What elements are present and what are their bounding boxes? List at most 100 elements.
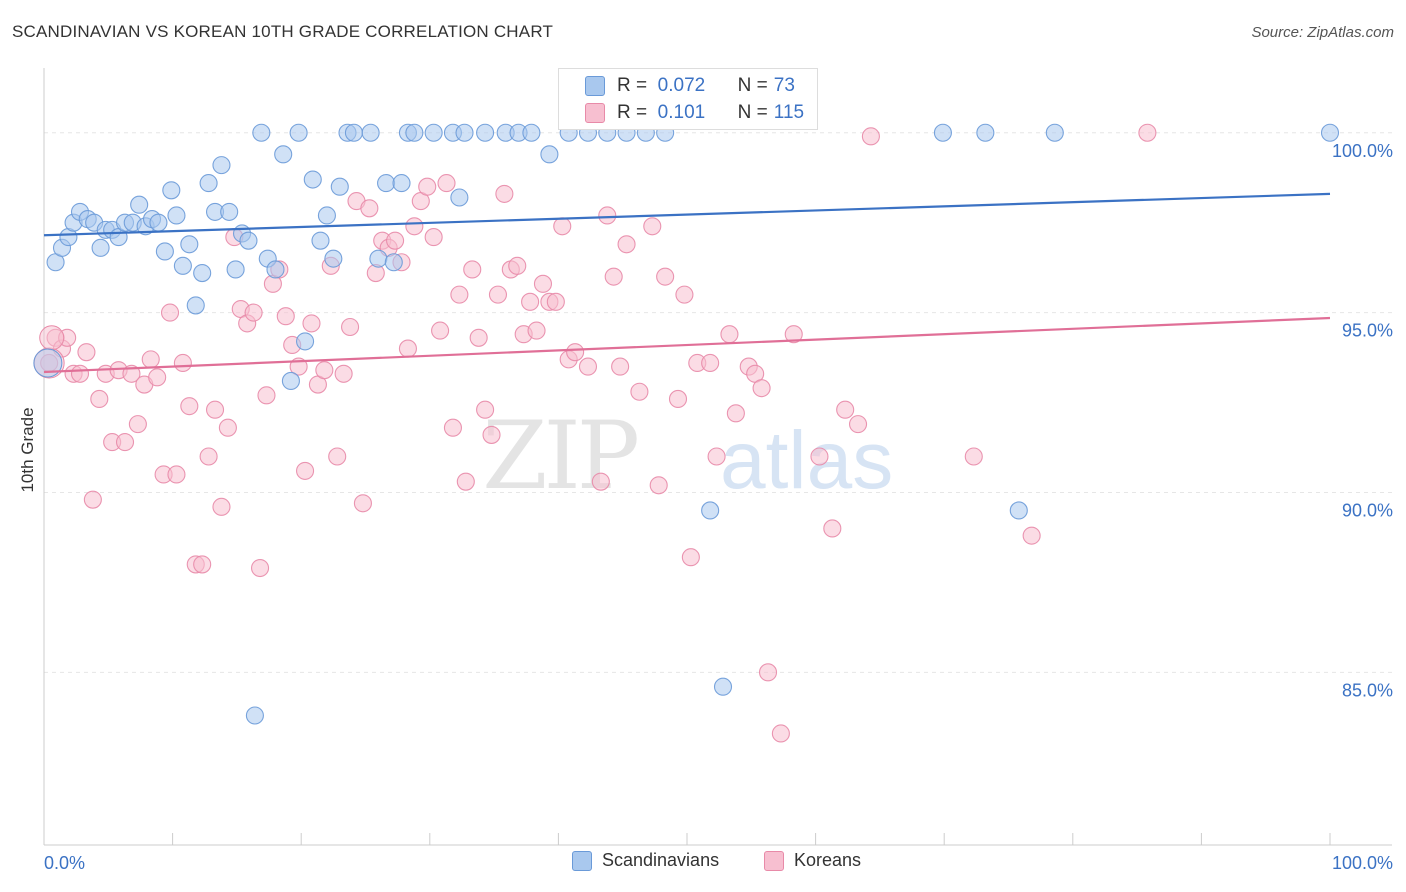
korean-point [250,558,270,578]
legend-item-koreans[interactable]: Koreans [764,850,861,871]
korean-point [964,447,983,466]
scandinavian-point-large [33,348,63,378]
series-legend: Scandinavians Koreans [0,850,1406,880]
scandinavian-point [384,253,403,272]
korean-point [302,314,321,333]
korean-point [533,274,553,293]
korean-point [566,343,585,362]
legend-row-scandinavians: R = 0.072 N = 73 [585,73,795,99]
scandinavian-point [289,123,308,142]
korean-point [212,497,231,516]
korean-point [360,199,379,218]
scandinavian-point [180,235,199,254]
korean-point [418,177,437,196]
korean-point [424,228,443,247]
scandinavian-point [226,260,245,279]
korean-point [1138,123,1157,142]
korean-point [334,364,353,383]
korean-point [758,663,778,682]
koreans-trend-line [43,316,1331,374]
korean-point [341,317,360,337]
korean-point [591,472,610,491]
scandinavian-point [976,123,995,142]
scandinavians-points [33,123,1340,725]
korean-point [578,357,598,376]
legend-swatch-pink [764,850,784,871]
scandinavian-point [540,145,559,164]
korean-point [463,260,482,279]
korean-point [611,357,630,376]
legend-row-koreans: R = 0.101 N = 115 [585,100,804,126]
korean-point [115,433,135,452]
scandinavian-point [130,195,149,214]
korean-point [386,231,405,250]
korean-point [90,389,109,408]
scandinavian-point [450,188,469,207]
y-tick-label: 90.0% [1342,500,1393,520]
korean-point [405,217,424,236]
korean-point [148,368,167,387]
y-tick-label: 85.0% [1342,680,1393,700]
korean-point [656,267,675,286]
watermark-atlas: atlas [720,415,893,506]
source-credit: Source: ZipAtlas.com [1251,24,1394,41]
scandinavian-point [220,202,239,221]
korean-point [398,339,417,358]
korean-point [199,447,218,466]
scandinavian-point [933,123,952,142]
korean-point [257,386,276,405]
korean-point [128,415,147,434]
korean-point [668,389,688,408]
scandinavian-point [330,177,349,196]
scandinavian-point [296,332,315,351]
legend-n-value: 115 [773,102,805,123]
x-tick-label-min: 0.0% [44,853,85,873]
korean-point [167,465,186,484]
legend-r-value: 0.072 [657,75,706,96]
korean-point [720,325,739,344]
legend-item-scandinavians[interactable]: Scandinavians [572,850,719,871]
legend-r-label: R = [617,102,648,123]
legend-label-scandinavians: Scandinavians [602,850,720,870]
scandinavian-point [149,213,168,232]
korean-point [173,353,192,373]
y-axis-label-container: 10th Grade [8,300,48,600]
scandinavian-point [377,174,396,193]
korean-point [823,519,842,538]
legend-swatch-blue [572,850,592,871]
scandinavian-point [266,260,285,279]
scandinavian-point [392,174,411,193]
korean-point [160,303,180,322]
legend-swatch-pink [585,103,605,123]
korean-point [752,379,771,398]
stats-legend: R = 0.072 N = 73 R = 0.101 N = 115 [558,68,818,130]
chart-title: SCANDINAVIAN VS KOREAN 10TH GRADE CORREL… [12,22,554,41]
scandinavian-point [344,123,363,142]
y-tick-labels: 85.0% 90.0% 95.0% 100.0% [1332,141,1393,701]
scandinavian-point [252,123,271,142]
korean-point [180,397,199,416]
korean-point [1022,526,1041,545]
korean-point [70,364,90,383]
korean-point [83,490,102,509]
korean-point [328,447,347,466]
korean-point [521,292,540,311]
scandinavian-point [455,123,474,142]
trend-lines [43,192,1331,374]
legend-n-value: 73 [773,75,795,96]
korean-point [476,400,495,419]
scandinavian-point [303,170,322,189]
scandinavian-point [274,145,293,164]
scandinavian-point [317,206,336,225]
korean-point [527,321,546,340]
korean-point [784,325,803,344]
korean-point [508,256,527,275]
scandinavian-point [1320,123,1340,142]
korean-point [701,353,720,373]
scandinavian-point [173,256,192,275]
scandinavian-point [361,123,380,142]
korean-point [437,174,456,193]
korean-point [315,361,334,380]
scandinavian-point [155,242,174,261]
